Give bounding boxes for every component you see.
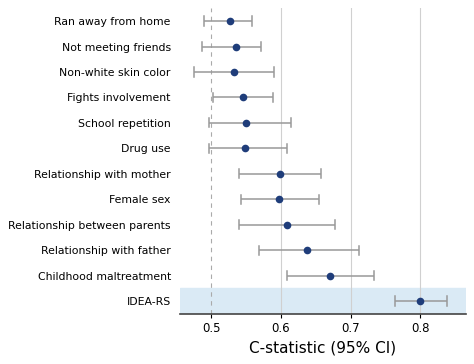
X-axis label: C-statistic (95% CI): C-statistic (95% CI) bbox=[249, 341, 396, 356]
Bar bbox=[180, 288, 465, 314]
